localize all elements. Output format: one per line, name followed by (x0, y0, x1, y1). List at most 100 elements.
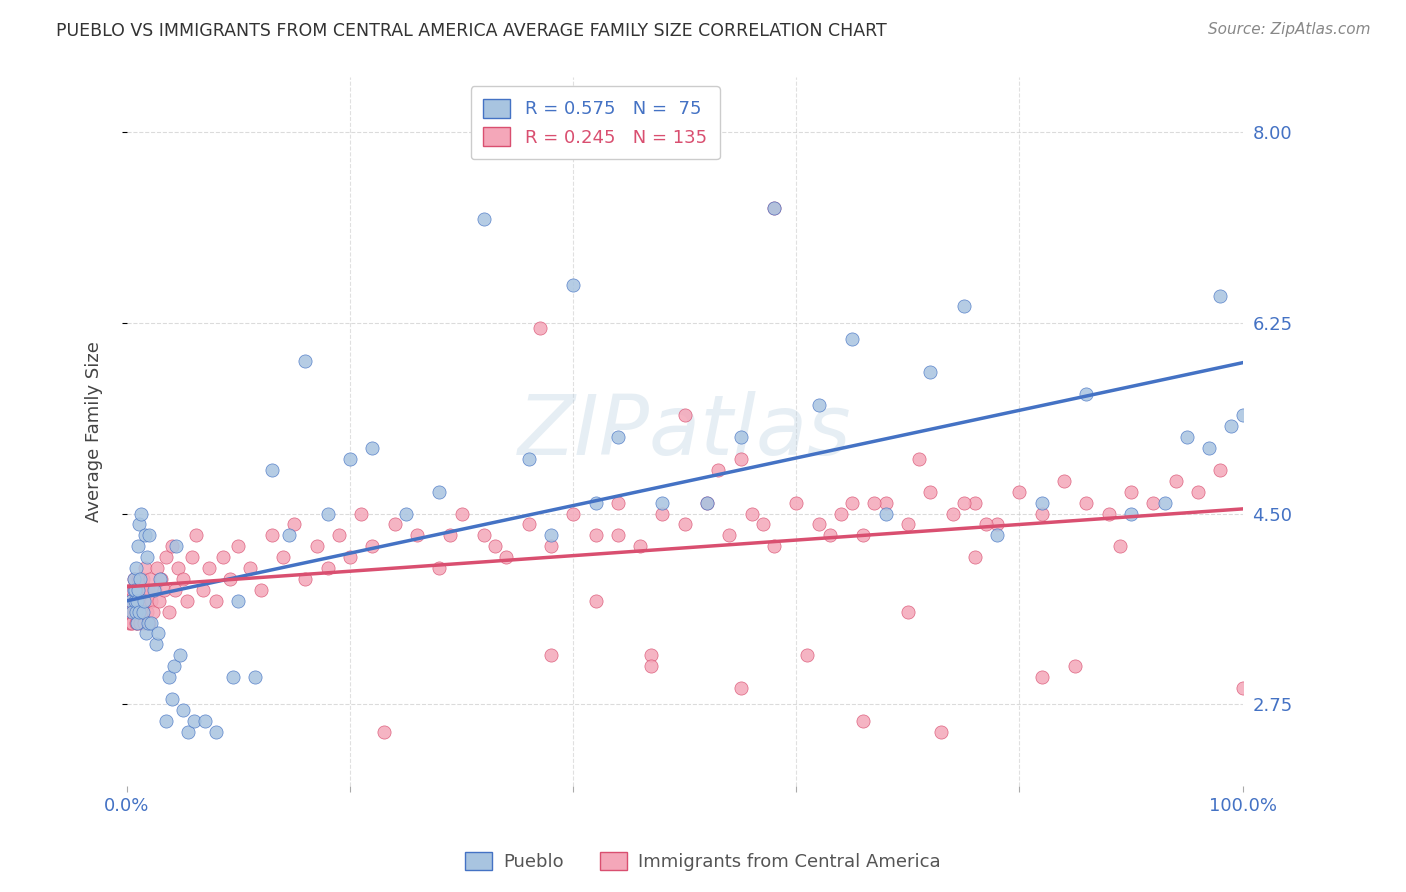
Point (146, 626, 169, 640)
Point (122, 605, 145, 619)
Point (651, 496, 673, 510)
Point (427, 561, 450, 575)
Point (125, 582, 148, 597)
Point (152, 582, 174, 597)
Point (122, 572, 145, 586)
Point (294, 572, 316, 586)
Point (673, 517, 696, 532)
Point (125, 615, 148, 630)
Point (146, 561, 169, 575)
Point (1175, 430, 1198, 444)
Point (540, 648, 562, 663)
Point (1164, 474, 1187, 488)
Point (249, 582, 271, 597)
Point (384, 517, 406, 532)
Point (142, 605, 165, 619)
Point (763, 201, 786, 215)
Point (271, 550, 294, 565)
Point (167, 561, 190, 575)
Point (205, 724, 228, 739)
Point (127, 539, 149, 553)
Point (785, 496, 807, 510)
Point (127, 572, 149, 586)
Point (125, 615, 148, 630)
Point (136, 605, 159, 619)
Point (148, 594, 170, 608)
Point (986, 517, 1008, 532)
Point (931, 724, 953, 739)
Point (118, 594, 141, 608)
Point (897, 517, 920, 532)
Point (136, 582, 159, 597)
Point (1119, 507, 1142, 521)
Point (132, 594, 155, 608)
Point (160, 692, 183, 706)
Point (131, 572, 153, 586)
Point (121, 615, 143, 630)
Point (172, 703, 194, 717)
Point (1209, 288, 1232, 302)
Point (120, 615, 142, 630)
Point (228, 539, 250, 553)
Point (585, 496, 607, 510)
Point (125, 605, 148, 619)
Point (406, 528, 429, 542)
Point (125, 594, 148, 608)
Point (122, 572, 145, 586)
Point (952, 496, 974, 510)
Point (163, 659, 186, 673)
Point (131, 605, 153, 619)
Point (218, 572, 240, 586)
Point (350, 507, 373, 521)
Point (1187, 484, 1209, 499)
Point (361, 441, 384, 455)
Point (125, 594, 148, 608)
Point (562, 507, 585, 521)
Point (1008, 484, 1031, 499)
Legend: R = 0.575   N =  75, R = 0.245   N = 135: R = 0.575 N = 75, R = 0.245 N = 135 (471, 87, 720, 160)
Point (818, 528, 841, 542)
Point (585, 594, 607, 608)
Point (129, 594, 152, 608)
Point (974, 517, 997, 532)
Point (191, 582, 214, 597)
Point (562, 277, 585, 292)
Point (484, 539, 506, 553)
Point (807, 517, 830, 532)
Point (121, 605, 143, 619)
Point (222, 670, 245, 684)
Point (796, 648, 818, 663)
Point (283, 517, 305, 532)
Point (180, 550, 202, 565)
Point (1076, 386, 1098, 401)
Legend: Pueblo, Immigrants from Central America: Pueblo, Immigrants from Central America (458, 845, 948, 879)
Point (606, 430, 628, 444)
Point (875, 507, 897, 521)
Point (134, 528, 156, 542)
Point (673, 409, 696, 423)
Point (1031, 507, 1053, 521)
Point (124, 582, 146, 597)
Point (177, 724, 200, 739)
Point (472, 212, 495, 227)
Point (718, 528, 741, 542)
Point (125, 561, 148, 575)
Point (155, 550, 177, 565)
Point (149, 572, 172, 586)
Point (138, 528, 160, 542)
Point (176, 594, 198, 608)
Point (136, 550, 159, 565)
Point (361, 539, 384, 553)
Point (160, 539, 183, 553)
Point (529, 321, 551, 335)
Point (120, 594, 142, 608)
Point (143, 582, 166, 597)
Point (316, 561, 339, 575)
Point (124, 605, 146, 619)
Y-axis label: Average Family Size: Average Family Size (86, 342, 103, 522)
Point (328, 528, 350, 542)
Point (124, 594, 146, 608)
Point (129, 615, 152, 630)
Point (707, 463, 730, 477)
Point (875, 496, 897, 510)
